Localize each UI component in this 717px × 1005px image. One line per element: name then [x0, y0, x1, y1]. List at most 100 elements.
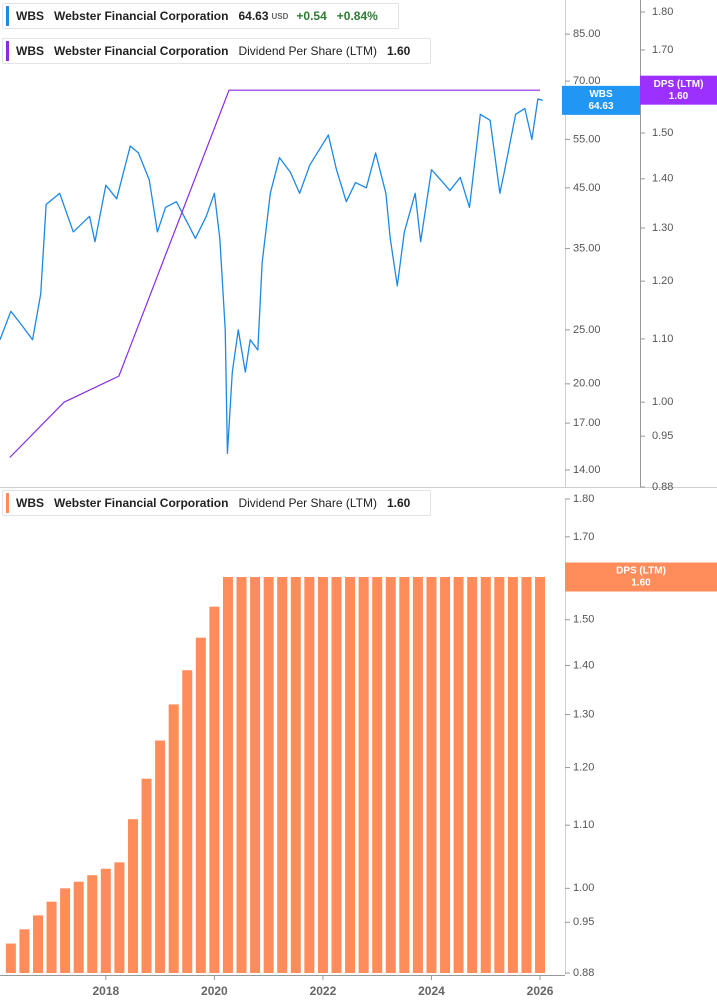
bar: [32, 915, 43, 973]
badge-label: WBS: [589, 89, 613, 100]
x-tick-label: 2024: [418, 984, 445, 998]
bar: [507, 577, 518, 973]
y-tick-label: 45.00: [573, 182, 601, 194]
bar: [46, 901, 57, 973]
bar: [73, 881, 84, 973]
bar: [168, 704, 179, 973]
x-tick-label: 2018: [92, 984, 119, 998]
bar: [304, 577, 315, 973]
y-tick-label: 1.20: [573, 761, 594, 773]
bar: [385, 577, 396, 973]
bar: [155, 740, 166, 973]
legend-metric: Dividend Per Share (LTM): [238, 44, 377, 58]
bar: [290, 577, 301, 973]
bar: [372, 577, 383, 973]
y-tick-label: 1.70: [652, 44, 673, 56]
y-tick-label: 1.00: [573, 882, 594, 894]
bar: [100, 868, 111, 973]
bar: [250, 577, 261, 973]
y-tick-label: 0.95: [652, 430, 673, 442]
legend-currency: USD: [271, 11, 289, 21]
y-tick-label: 1.10: [652, 333, 673, 345]
legend-marker: [6, 6, 9, 26]
bar: [182, 670, 193, 973]
badge-value: 1.60: [669, 91, 689, 102]
bar: [535, 577, 546, 973]
y-tick-label: 1.40: [652, 173, 673, 185]
dps-badge: DPS (LTM)1.60: [565, 562, 717, 592]
y-tick-label: 1.80: [652, 6, 673, 18]
legend-metric: Dividend Per Share (LTM): [238, 496, 377, 510]
y-tick-label: 1.50: [652, 127, 673, 139]
y-tick-label: 1.30: [573, 708, 594, 720]
price-line: [0, 98, 543, 454]
badge-label: DPS (LTM): [616, 566, 666, 577]
x-tick-label: 2022: [310, 984, 337, 998]
y-tick-label: 55.00: [573, 133, 601, 145]
legend-company: Webster Financial Corporation: [54, 496, 229, 510]
y-tick-label: 70.00: [573, 75, 601, 87]
bar: [60, 888, 71, 973]
legend-dps-bars: WBS Webster Financial Corporation Divide…: [2, 490, 432, 516]
bar: [236, 577, 247, 973]
y-tick-label: 0.95: [573, 916, 594, 928]
y-tick-label: 20.00: [573, 378, 601, 390]
bar: [426, 577, 437, 973]
bar: [494, 577, 505, 973]
y-tick-label: 25.00: [573, 324, 601, 336]
bar: [5, 943, 16, 973]
bar: [317, 577, 328, 973]
y-tick-label: 35.00: [573, 242, 601, 254]
bar: [141, 778, 152, 973]
bar: [87, 875, 98, 973]
legend-company: Webster Financial Corporation: [54, 44, 229, 58]
y-tick-label: 1.80: [573, 493, 594, 505]
y-tick-label: 1.00: [652, 396, 673, 408]
x-tick-label: 2026: [527, 984, 554, 998]
x-tick-label: 2020: [201, 984, 228, 998]
y-tick-label: 1.20: [652, 275, 673, 287]
legend-value: 1.60: [386, 44, 411, 58]
dps-line: [9, 89, 541, 458]
bar: [467, 577, 478, 973]
badge-bg: [565, 562, 717, 592]
bar: [399, 577, 410, 973]
bar: [277, 577, 288, 973]
y-tick-label: 1.30: [652, 222, 673, 234]
dps-badge: DPS (LTM)1.60: [640, 75, 717, 105]
bar: [209, 606, 220, 973]
bar: [358, 577, 369, 973]
legend-dps: WBS Webster Financial Corporation Divide…: [2, 38, 432, 64]
y-tick-label: 14.00: [573, 464, 601, 476]
bar: [453, 577, 464, 973]
bar: [345, 577, 356, 973]
badge-value: 1.60: [631, 578, 651, 589]
bar: [521, 577, 532, 973]
legend-marker: [6, 41, 9, 61]
legend-ticker: WBS: [16, 9, 44, 23]
bar: [412, 577, 423, 973]
y-tick-label: 1.70: [573, 531, 594, 543]
y-tick-label: 1.50: [573, 614, 594, 626]
bar: [195, 637, 206, 973]
legend-ticker: WBS: [16, 44, 44, 58]
legend-price: WBS Webster Financial Corporation 64.63 …: [2, 3, 399, 29]
y-tick-label: 1.40: [573, 659, 594, 671]
badge-bg: [640, 75, 717, 105]
badge-bg: [562, 85, 640, 115]
legend-company: Webster Financial Corporation: [54, 9, 229, 23]
legend-change-pct: +0.84%: [336, 9, 378, 23]
bar: [440, 577, 451, 973]
y-tick-label: 0.88: [652, 481, 673, 493]
bar: [19, 929, 30, 973]
y-tick-label: 85.00: [573, 28, 601, 40]
badge-value: 64.63: [588, 101, 613, 112]
legend-change: +0.54: [296, 9, 327, 23]
legend-ticker: WBS: [16, 496, 44, 510]
legend-value: 1.60: [386, 496, 411, 510]
y-tick-label: 17.00: [573, 417, 601, 429]
y-tick-label: 0.88: [573, 967, 594, 979]
